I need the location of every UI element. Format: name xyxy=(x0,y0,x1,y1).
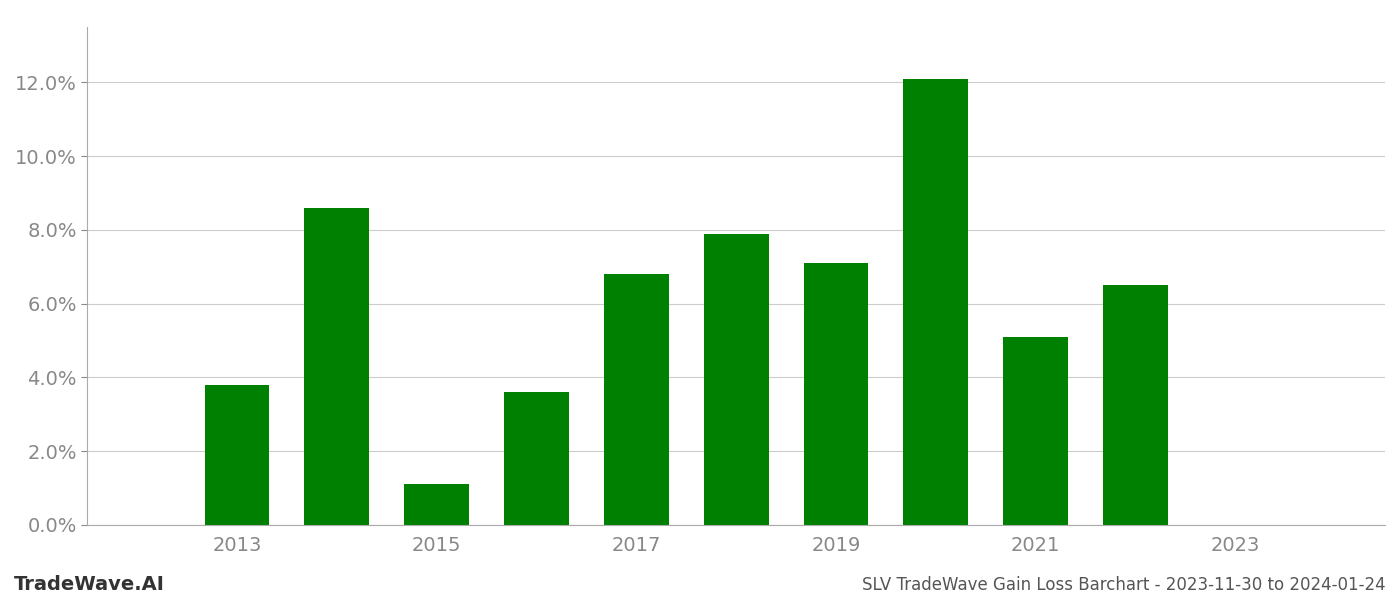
Text: TradeWave.AI: TradeWave.AI xyxy=(14,575,165,594)
Text: SLV TradeWave Gain Loss Barchart - 2023-11-30 to 2024-01-24: SLV TradeWave Gain Loss Barchart - 2023-… xyxy=(862,576,1386,594)
Bar xyxy=(304,208,370,525)
Bar xyxy=(804,263,868,525)
Bar xyxy=(1004,337,1068,525)
Bar xyxy=(504,392,568,525)
Bar xyxy=(903,79,969,525)
Bar xyxy=(603,274,669,525)
Bar xyxy=(704,233,769,525)
Bar xyxy=(204,385,269,525)
Bar xyxy=(405,484,469,525)
Bar xyxy=(1103,285,1168,525)
